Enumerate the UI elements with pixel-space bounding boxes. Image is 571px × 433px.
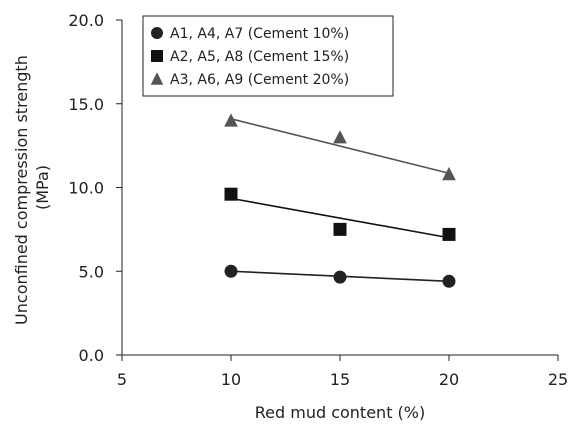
y-tick-label: 5.0 (79, 262, 104, 281)
legend-box (142, 15, 394, 97)
data-point-series-2 (333, 222, 347, 236)
y-axis-title: Unconfined compression strength (MPa) (12, 50, 52, 325)
y-tick-label: 10.0 (68, 179, 104, 198)
data-point-series-3 (224, 113, 238, 127)
trendline-series-2 (230, 197, 450, 239)
x-axis-ticks: 5 10 15 20 25 (117, 355, 568, 389)
data-point-series-1 (224, 264, 238, 278)
x-tick-label: 25 (548, 370, 568, 389)
y-axis-title-line-1: Unconfined compression strength (12, 55, 31, 325)
x-tick-label: 10 (221, 370, 241, 389)
y-axis-title-line-2: (MPa) (33, 165, 52, 210)
legend-entry-label: A2, A5, A8 (Cement 15%) (170, 49, 349, 65)
x-tick-label: 5 (117, 370, 127, 389)
y-tick-label: 0.0 (79, 346, 104, 365)
legend-items: A1, A4, A7 (Cement 10%) A2, A5, A8 (Cemen… (150, 26, 349, 88)
data-point-series-2 (442, 227, 456, 241)
legend-marker-triangle (150, 72, 164, 85)
x-axis-title: Red mud content (%) (255, 403, 425, 422)
legend-entry-label: A1, A4, A7 (Cement 10%) (170, 26, 349, 42)
y-axis-ticks: 0.0 5.0 10.0 15.0 20.0 (68, 11, 122, 365)
data-point-series-1 (442, 274, 456, 288)
legend-entry-label: A3, A6, A9 (Cement 20%) (170, 72, 349, 88)
data-point-series-1 (333, 270, 347, 284)
x-tick-label: 20 (439, 370, 459, 389)
data-point-series-3 (333, 130, 347, 144)
legend-marker-square (151, 50, 163, 62)
trendline-series-3 (230, 118, 450, 175)
data-point-series-2 (224, 187, 238, 201)
y-tick-label: 20.0 (68, 11, 104, 30)
data-points (224, 113, 456, 288)
data-point-series-3 (442, 166, 456, 181)
y-tick-label: 15.0 (68, 95, 104, 114)
legend-marker-circle (151, 27, 163, 39)
legend: A1, A4, A7 (Cement 10%) A2, A5, A8 (Cemen… (142, 15, 394, 97)
x-tick-label: 15 (330, 370, 350, 389)
